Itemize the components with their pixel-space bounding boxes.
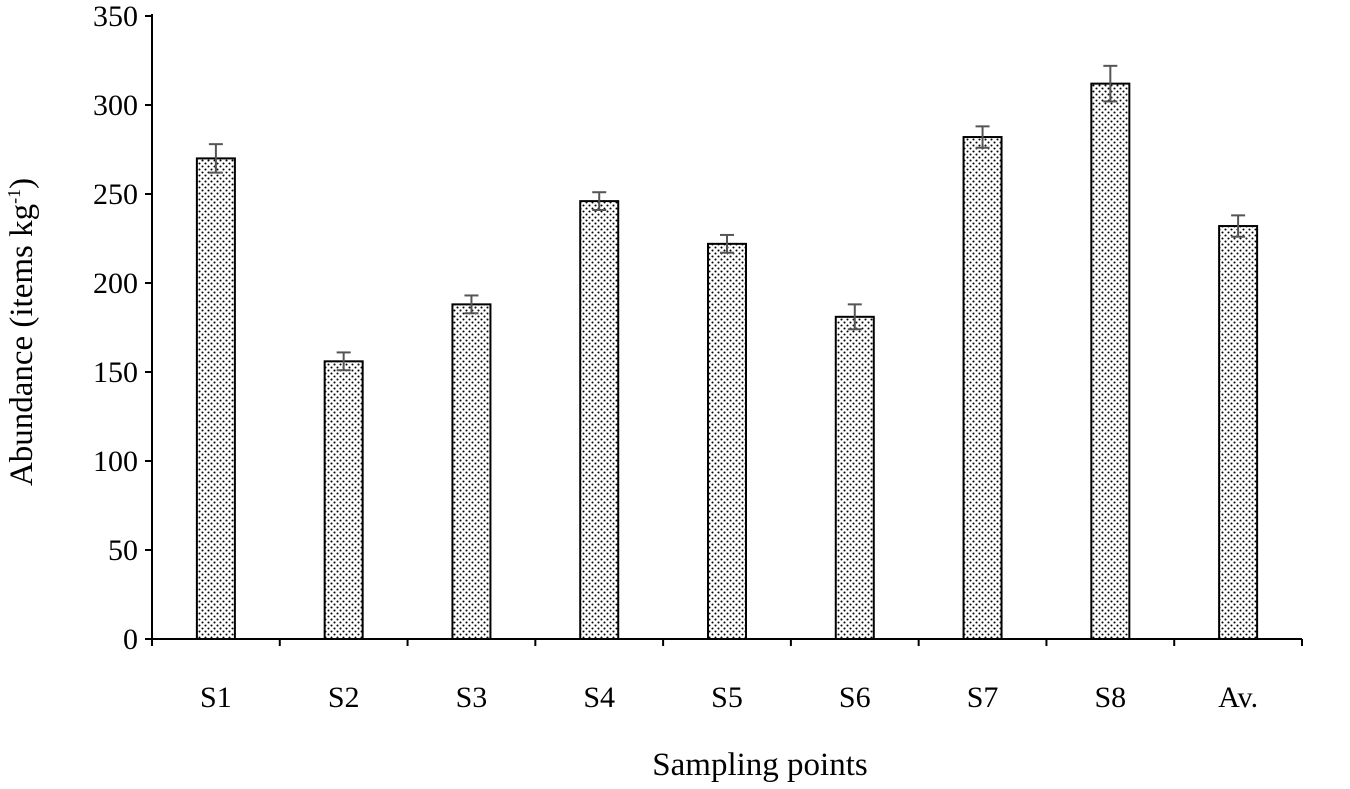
axes <box>151 14 1303 646</box>
y-axis-ticks: 0 50 100 150 200 250 300 350 <box>93 0 152 656</box>
y-tick-label: 350 <box>93 0 138 33</box>
error-bar <box>336 351 351 372</box>
bar-s2 <box>323 360 364 640</box>
bar-s5 <box>707 242 747 640</box>
y-axis-title-end: ) <box>4 178 40 189</box>
y-tick-label: 200 <box>93 267 138 300</box>
y-tick-label: 300 <box>93 89 138 122</box>
bar-s1 <box>195 157 236 640</box>
y-axis-title-superscript: -1 <box>4 189 24 204</box>
error-bar <box>464 294 479 315</box>
y-axis-title: Abundance (items kg-1) <box>4 178 40 486</box>
bar-s7 <box>962 136 1003 640</box>
error-bar <box>975 125 990 149</box>
x-tick-label: Av. <box>1218 681 1258 714</box>
x-tick-label: S7 <box>967 681 999 714</box>
y-tick-label: 250 <box>93 178 138 211</box>
bar-s8 <box>1090 82 1131 640</box>
bars <box>195 82 1259 640</box>
error-bars <box>208 64 1246 372</box>
bar-s6 <box>834 315 875 640</box>
error-bar <box>1103 64 1118 103</box>
x-tick-label: S3 <box>456 681 488 714</box>
x-tick-label: S2 <box>328 681 360 714</box>
x-axis-tick-labels: S1 S2 S3 S4 S5 S6 S7 S8 Av. <box>200 681 1258 714</box>
y-axis-title-main: Abundance (items kg <box>4 204 40 486</box>
error-bar <box>208 143 223 174</box>
bar-s3 <box>451 303 492 640</box>
bar-s4 <box>579 200 620 640</box>
x-tick-label: S5 <box>711 681 743 714</box>
error-bar <box>592 191 607 212</box>
x-tick-label: S8 <box>1094 681 1126 714</box>
x-tick-label: S4 <box>583 681 615 714</box>
x-axis-title: Sampling points <box>652 747 867 783</box>
y-tick-label: 150 <box>93 356 138 389</box>
y-tick-label: 0 <box>123 623 138 656</box>
y-tick-label: 50 <box>108 534 138 567</box>
x-tick-label: S1 <box>200 681 232 714</box>
error-bar <box>720 233 734 254</box>
bar-av <box>1218 225 1259 640</box>
error-bar <box>1231 214 1246 238</box>
x-tick-label: S6 <box>839 681 871 714</box>
error-bar <box>847 303 862 331</box>
y-tick-label: 100 <box>93 445 138 478</box>
